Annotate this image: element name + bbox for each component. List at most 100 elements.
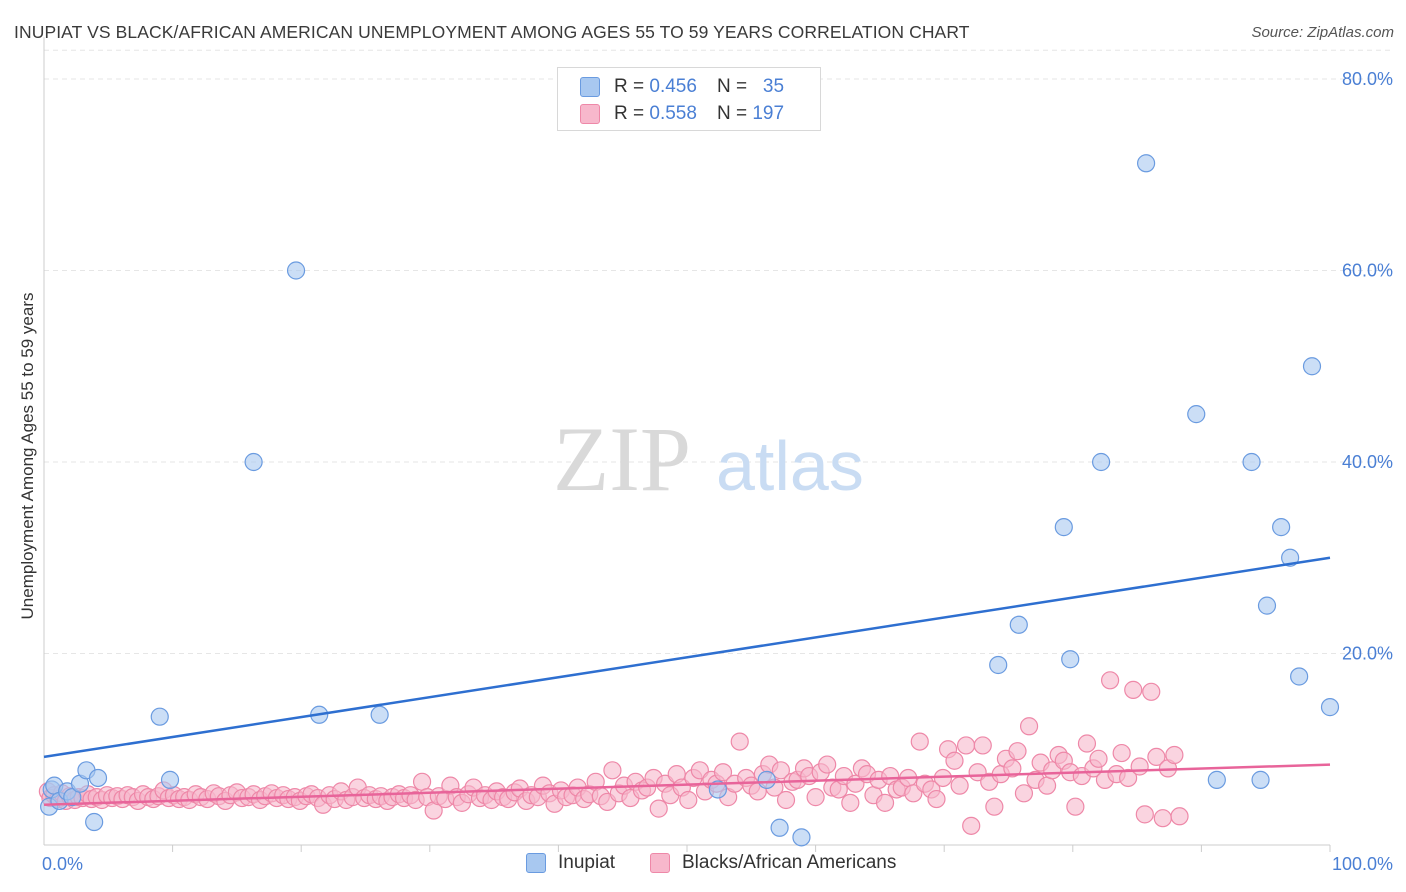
inupiat-point (1091, 452, 1111, 472)
legend-n-value: 35 (762, 76, 785, 97)
black-point (1130, 757, 1149, 776)
legend-r-value: 0.558 (649, 103, 697, 124)
tick-labels: 20.0% 40.0% 60.0% 80.0% 0.0% 100.0% (42, 69, 1393, 874)
inupiat-trend-line (43, 556, 1331, 759)
black-point (806, 788, 825, 807)
black-point (1170, 807, 1189, 826)
inupiat-point (63, 788, 82, 807)
legend-r-label: R = (614, 76, 645, 97)
inupiat-point (1281, 548, 1300, 567)
inupiat-point (1137, 154, 1156, 173)
inupiat-point (160, 770, 180, 789)
inupiat-point (370, 705, 389, 724)
inupiat-point (1290, 667, 1309, 686)
black-point (1014, 784, 1034, 803)
black-point (1008, 742, 1027, 761)
bottom-legend-inupiat: Inupiat (526, 852, 615, 874)
black-point (1003, 759, 1022, 778)
inupiat-point (1302, 357, 1322, 376)
bottom-legend-black-label: Blacks/African Americans (682, 852, 897, 873)
inupiat-point (989, 655, 1008, 675)
black-point (910, 732, 929, 751)
black-point (950, 776, 969, 795)
watermark-zip: ZIP (553, 408, 691, 510)
trend-lines (43, 556, 1331, 807)
x-tick-label: 0.0% (42, 854, 83, 874)
inupiat-point (1187, 405, 1206, 424)
inupiat-point (244, 452, 263, 472)
y-tick-label: 40.0% (1342, 452, 1393, 472)
black-point (603, 761, 622, 780)
inupiat-point (1054, 518, 1073, 537)
inupiat-point (1242, 452, 1261, 472)
black-point (1118, 768, 1138, 788)
inupiat-point (88, 768, 108, 788)
black-point (771, 761, 790, 780)
watermark-atlas: atlas (716, 427, 864, 505)
black-point (649, 799, 668, 818)
inupiat-point (150, 707, 169, 726)
black-point (945, 751, 964, 770)
black-point (985, 797, 1004, 816)
y-tick-label: 20.0% (1342, 644, 1393, 664)
correlation-legend: R = 0.456 N = 35 R = 0.558 N = 197 (557, 67, 821, 131)
inupiat-point (770, 818, 789, 837)
inupiat-point (1251, 770, 1270, 789)
black-point (927, 789, 946, 809)
legend-r-label: R = (614, 103, 645, 124)
black-trend-line (43, 763, 1331, 807)
series-black-points (38, 671, 1189, 835)
inupiat-point (1061, 650, 1080, 669)
black-point (956, 736, 976, 755)
black-point (1112, 743, 1131, 763)
black-point (713, 763, 733, 782)
inupiat-point (286, 261, 306, 280)
black-point (973, 736, 992, 755)
black-point (1066, 797, 1085, 816)
black-point (1153, 809, 1172, 828)
black-point (841, 793, 860, 812)
black-point (962, 816, 981, 835)
black-point (1037, 776, 1057, 795)
legend-n-value: 197 (752, 103, 785, 124)
inupiat-point (792, 828, 811, 847)
inupiat-point (1009, 615, 1028, 634)
inupiat-point (1320, 698, 1340, 717)
black-point (1142, 682, 1161, 701)
black-point (1089, 749, 1108, 768)
axes (43, 37, 1331, 852)
black-point (730, 732, 749, 751)
black-swatch (580, 104, 600, 124)
inupiat-point (1272, 518, 1291, 537)
black-point (818, 755, 837, 774)
black-point (1124, 680, 1143, 699)
legend-row-black: R = 0.558 N = 197 (580, 102, 784, 126)
gridlines (44, 49, 1394, 654)
inupiat-point (1207, 770, 1226, 789)
legend-n-label: N = (716, 103, 748, 124)
black-point (1147, 747, 1166, 767)
y-tick-label: 60.0% (1342, 261, 1393, 281)
black-point (679, 790, 698, 810)
black-point (1077, 734, 1097, 753)
inupiat-point (708, 780, 727, 799)
black-point (1100, 671, 1120, 690)
inupiat-point (85, 812, 104, 832)
x-tick-label: 100.0% (1332, 854, 1393, 874)
inupiat-swatch (526, 853, 546, 873)
chart-title: INUPIAT VS BLACK/AFRICAN AMERICAN UNEMPL… (14, 22, 970, 42)
black-point (1135, 805, 1154, 824)
y-tick-label: 80.0% (1342, 69, 1393, 89)
black-point (875, 793, 895, 812)
black-point (776, 790, 796, 810)
legend-n-label: N = (716, 76, 748, 97)
inupiat-point (1257, 596, 1277, 615)
legend-row-inupiat: R = 0.456 N = 35 (580, 75, 784, 99)
inupiat-swatch (580, 77, 600, 97)
black-swatch (650, 853, 670, 873)
bottom-legend-inupiat-label: Inupiat (558, 852, 616, 873)
black-point (1019, 717, 1039, 736)
inupiat-point (757, 770, 776, 789)
legend-r-value: 0.456 (649, 76, 697, 97)
